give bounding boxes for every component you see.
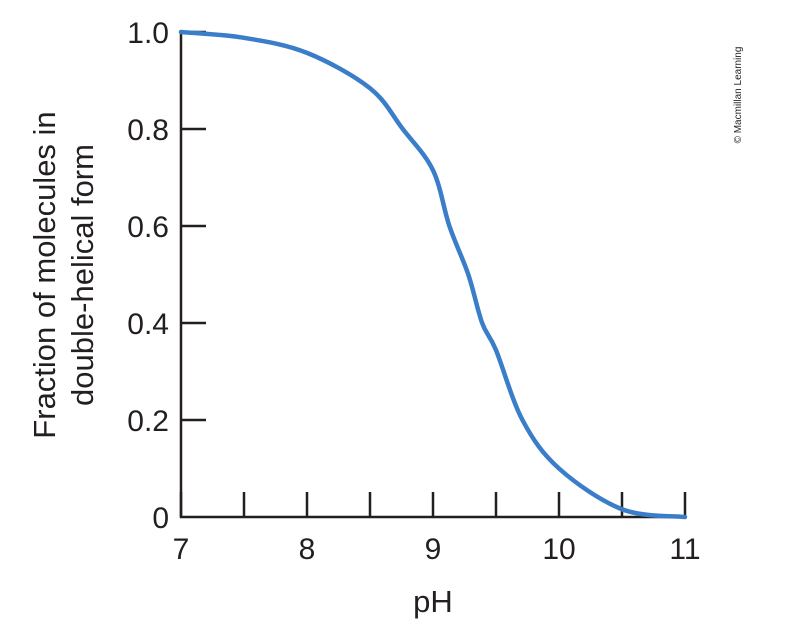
y-tick-label: 1.0 — [127, 17, 169, 50]
x-tick-label: 8 — [299, 533, 316, 566]
axes — [179, 31, 686, 519]
series-line — [178, 29, 688, 520]
y-axis-title-line-1: Fraction of molecules in — [27, 111, 62, 438]
x-tick-label: 10 — [542, 533, 575, 566]
y-tick-label: 0 — [152, 502, 169, 535]
x-tick-label: 9 — [425, 533, 442, 566]
y-tick-label: 0.8 — [127, 114, 169, 147]
x-axis-title: pH — [413, 584, 453, 619]
copyright-credit: © Macmillan Learning — [733, 47, 744, 144]
y-tick-label: 0.6 — [127, 211, 169, 244]
y-axis-title-line-2: double-helical form — [65, 144, 100, 406]
tick-labels: 7 8 9 10 11 0 0.2 0.4 0.6 0.8 1.0 — [127, 17, 700, 566]
x-tick-label: 7 — [173, 533, 190, 566]
y-tick-label: 0.2 — [127, 405, 169, 438]
ticks — [179, 30, 687, 517]
x-tick-label: 11 — [669, 533, 700, 566]
y-tick-label: 0.4 — [127, 308, 169, 341]
